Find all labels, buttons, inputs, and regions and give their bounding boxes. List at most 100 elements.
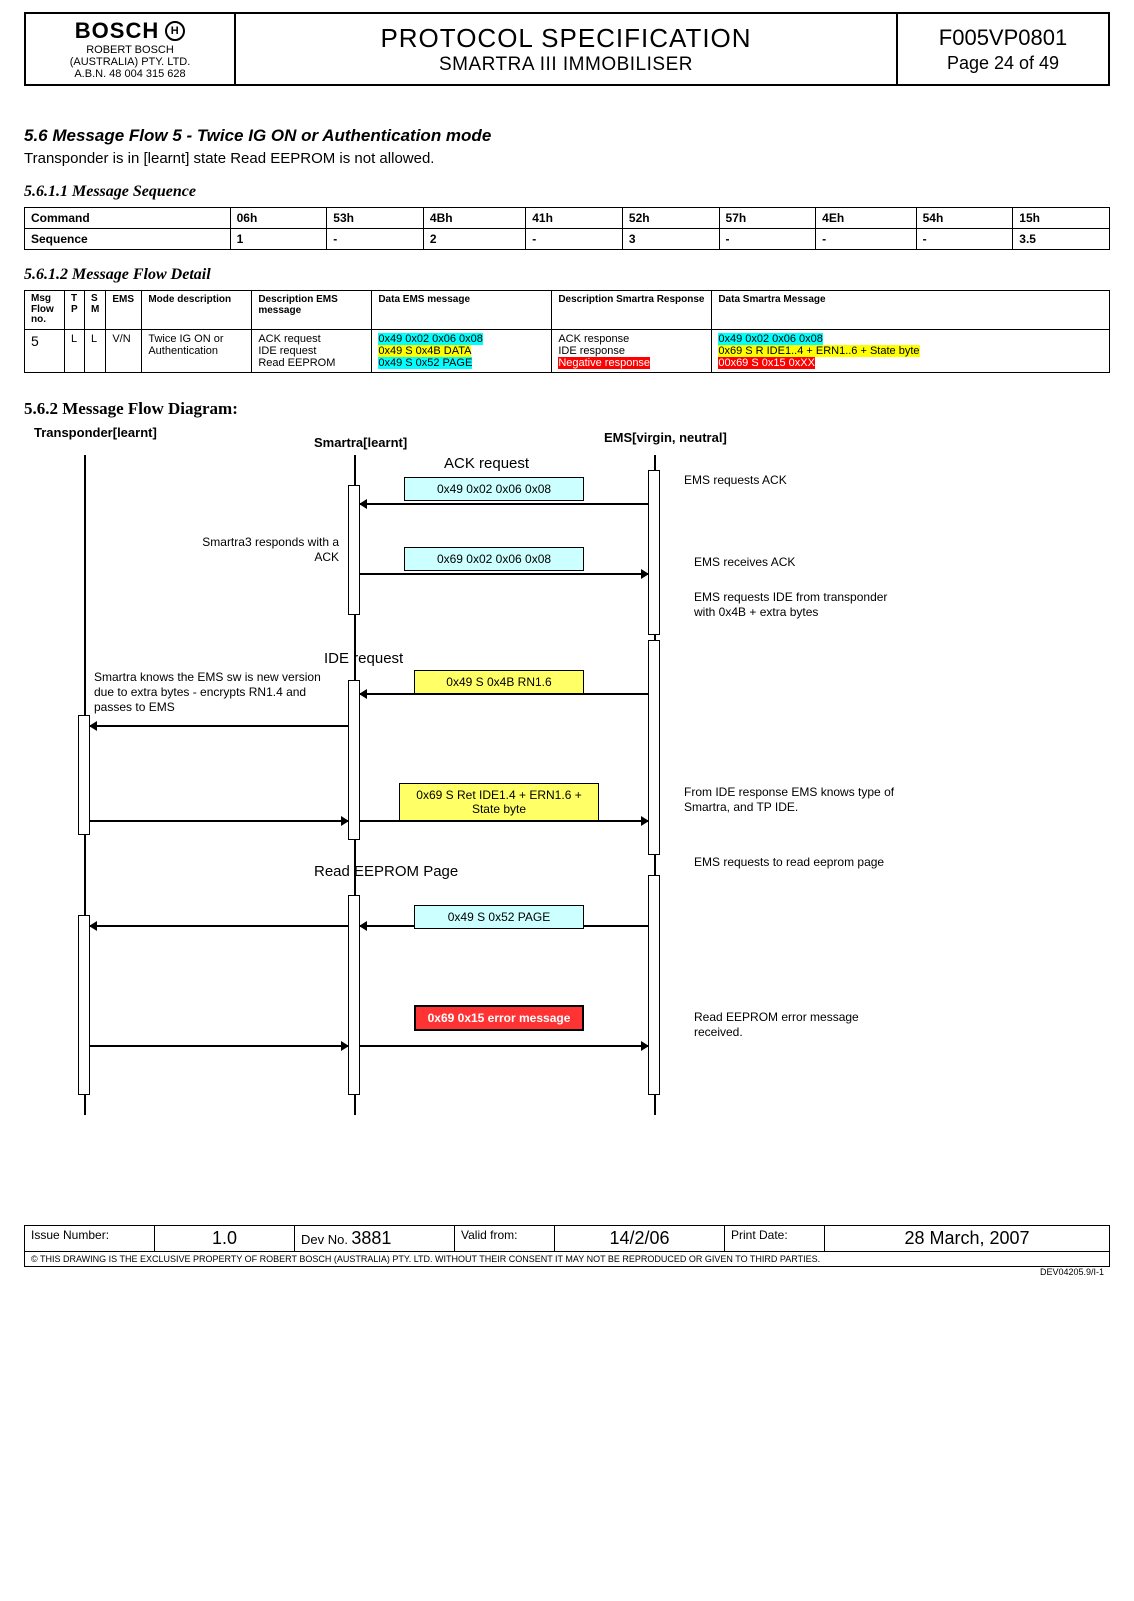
note-ems-requests-ack: EMS requests ACK — [684, 473, 787, 488]
footer-dev-label: Dev No. — [301, 1232, 348, 1247]
seq-h6: 57h — [719, 208, 816, 229]
header-center: PROTOCOL SPECIFICATION SMARTRA III IMMOB… — [236, 14, 898, 84]
subsection-5611-title: 5.6.1.1 Message Sequence — [24, 183, 1110, 201]
fh3: EMS — [106, 291, 142, 330]
seq-c7: - — [916, 229, 1013, 250]
arrow-ems-to-smartra-ack — [360, 503, 648, 505]
arrow-smartra-to-ems-err — [360, 1045, 648, 1047]
msgbox-read-req: 0x49 S 0x52 PAGE — [414, 905, 584, 929]
activation-tp-3 — [78, 915, 90, 1095]
arrow-tp-to-smartra-ide — [90, 820, 348, 822]
data-ems-1: 0x49 S 0x4B DATA — [378, 345, 471, 357]
seq-h0: Command — [25, 208, 231, 229]
note-smartra-knows: Smartra knows the EMS sw is new version … — [94, 670, 324, 715]
fd-data-ems: 0x49 0x02 0x06 0x08 0x49 S 0x4B DATA 0x4… — [372, 329, 552, 372]
fd-sm: L — [85, 329, 106, 372]
seq-data-row: Sequence 1 - 2 - 3 - - - 3.5 — [25, 229, 1110, 250]
subsection-5612-title: 5.6.1.2 Message Flow Detail — [24, 266, 1110, 284]
footer-copyright: © THIS DRAWING IS THE EXCLUSIVE PROPERTY… — [25, 1251, 1110, 1266]
seq-h9: 15h — [1013, 208, 1110, 229]
note-ems-requests-ide: EMS requests IDE from transponder with 0… — [694, 590, 904, 620]
footer-valid-value: 14/2/06 — [555, 1225, 725, 1251]
desc-smartra-1: IDE response — [558, 345, 705, 357]
msgbox-ack-resp: 0x69 0x02 0x06 0x08 — [404, 547, 584, 571]
company-line1: ROBERT BOSCH — [86, 44, 174, 56]
seq-c8: 3.5 — [1013, 229, 1110, 250]
seq-h4: 41h — [526, 208, 623, 229]
arrow-smartra-to-ems-ack — [360, 573, 648, 575]
header-right: F005VP0801 Page 24 of 49 — [898, 14, 1108, 84]
activation-ems-1 — [648, 470, 660, 635]
company-line3: A.B.N. 48 004 315 628 — [74, 68, 185, 80]
data-smartra-0: 0x49 0x02 0x06 0x08 — [718, 333, 823, 345]
footer-issue-label: Issue Number: — [25, 1225, 155, 1251]
label-ide-request: IDE request — [324, 650, 403, 667]
seq-h2: 53h — [327, 208, 424, 229]
note-from-ide-response: From IDE response EMS knows type of Smar… — [684, 785, 904, 815]
fd-desc-ems: ACK request IDE request Read EEPROM — [252, 329, 372, 372]
footer-table: Issue Number: 1.0 Dev No. 3881 Valid fro… — [24, 1225, 1110, 1267]
fd-mode: Twice IG ON or Authentication — [142, 329, 252, 372]
fh2: S M — [85, 291, 106, 330]
data-ems-2: 0x49 S 0x52 PAGE — [378, 357, 472, 369]
data-ems-0: 0x49 0x02 0x06 0x08 — [378, 333, 483, 345]
doc-title: PROTOCOL SPECIFICATION — [380, 23, 751, 54]
fh0: Msg Flow no. — [25, 291, 65, 330]
lifeline-label-smartra: Smartra[learnt] — [314, 435, 407, 450]
desc-smartra-2: Negative response — [558, 357, 650, 369]
footer-print-label: Print Date: — [725, 1225, 825, 1251]
msgbox-ack-req: 0x49 0x02 0x06 0x08 — [404, 477, 584, 501]
desc-smartra-0: ACK response — [558, 333, 705, 345]
footer-issue-value: 1.0 — [155, 1225, 295, 1251]
fh8: Data Smartra Message — [712, 291, 1110, 330]
section-5-6: 5.6 Message Flow 5 - Twice IG ON or Auth… — [24, 126, 1110, 1145]
subsection-562-title: 5.6.2 Message Flow Diagram: — [24, 399, 1110, 419]
activation-ems-2 — [648, 640, 660, 855]
desc-ems-2: Read EEPROM — [258, 357, 365, 369]
sequence-diagram: Transponder[learnt] Smartra[learnt] EMS[… — [24, 425, 1110, 1145]
seq-c2: 2 — [423, 229, 525, 250]
seq-c3: - — [526, 229, 623, 250]
fh4: Mode description — [142, 291, 252, 330]
section-title: 5.6 Message Flow 5 - Twice IG ON or Auth… — [24, 126, 1110, 146]
seq-row-label: Sequence — [25, 229, 231, 250]
data-smartra-1: 0x69 S R IDE1..4 + ERN1..6 + State byte — [718, 345, 919, 357]
label-ack-request: ACK request — [444, 455, 529, 472]
note-smartra-responds-ack: Smartra3 responds with a ACK — [179, 535, 339, 565]
bosch-ring-icon: H — [165, 21, 185, 41]
sequence-table: Command 06h 53h 4Bh 41h 52h 57h 4Eh 54h … — [24, 207, 1110, 250]
fh7: Description Smartra Response — [552, 291, 712, 330]
flow-header-row: Msg Flow no. T P S M EMS Mode descriptio… — [25, 291, 1110, 330]
fd-tp: L — [65, 329, 85, 372]
footer-doc-rev: DEV04205.9/I-1 — [24, 1267, 1110, 1277]
footer-row2: © THIS DRAWING IS THE EXCLUSIVE PROPERTY… — [25, 1251, 1110, 1266]
activation-smartra-2 — [348, 680, 360, 840]
lifeline-label-ems: EMS[virgin, neutral] — [604, 430, 727, 445]
flow-data-row: 5 L L V/N Twice IG ON or Authentication … — [25, 329, 1110, 372]
page-info: Page 24 of 49 — [947, 53, 1059, 74]
footer-print-value: 28 March, 2007 — [825, 1225, 1110, 1251]
footer-valid-label: Valid from: — [455, 1225, 555, 1251]
arrow-tp-to-smartra-err — [90, 1045, 348, 1047]
header-left: BOSCH H ROBERT BOSCH (AUSTRALIA) PTY. LT… — [26, 14, 236, 84]
label-read-eeprom: Read EEPROM Page — [314, 863, 458, 880]
seq-c1: - — [327, 229, 424, 250]
desc-ems-0: ACK request — [258, 333, 365, 345]
arrow-smartra-to-tp-read — [90, 925, 348, 927]
footer-dev-value: 3881 — [351, 1228, 391, 1248]
msgbox-ide-resp: 0x69 S Ret IDE1.4 + ERN1.6 + State byte — [399, 783, 599, 821]
footer-dev: Dev No. 3881 — [295, 1225, 455, 1251]
seq-c4: 3 — [622, 229, 719, 250]
flow-detail-table: Msg Flow no. T P S M EMS Mode descriptio… — [24, 290, 1110, 373]
desc-ems-1: IDE request — [258, 345, 365, 357]
seq-c6: - — [816, 229, 916, 250]
doc-number: F005VP0801 — [939, 25, 1067, 51]
seq-h3: 4Bh — [423, 208, 525, 229]
data-smartra-2: 00x69 S 0x15 0xXX — [718, 357, 815, 369]
fh1: T P — [65, 291, 85, 330]
arrow-smartra-to-tp-ide — [90, 725, 348, 727]
seq-h1: 06h — [230, 208, 327, 229]
fd-data-smartra: 0x49 0x02 0x06 0x08 0x69 S R IDE1..4 + E… — [712, 329, 1110, 372]
seq-h5: 52h — [622, 208, 719, 229]
fh6: Data EMS message — [372, 291, 552, 330]
